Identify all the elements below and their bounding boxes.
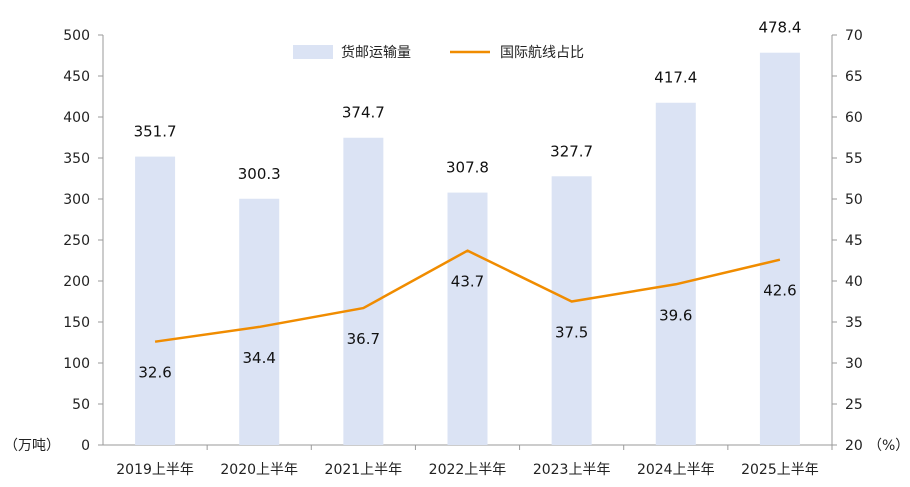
bar-value-label: 327.7 (550, 142, 593, 160)
right-tick-label: 20 (845, 438, 863, 454)
x-tick-label: 2023上半年 (533, 462, 611, 478)
legend-swatch-cargo (293, 45, 333, 59)
x-tick-label: 2021上半年 (325, 462, 403, 478)
line-value-label: 34.4 (243, 349, 276, 367)
left-tick-label: 250 (63, 233, 90, 249)
right-tick-label: 35 (845, 315, 863, 331)
bar-value-label: 374.7 (342, 104, 385, 122)
bar-value-label: 351.7 (134, 123, 177, 141)
right-tick-label: 40 (845, 274, 863, 290)
bar (655, 102, 696, 446)
right-tick-label: 60 (845, 110, 863, 126)
legend: 货邮运输量 国际航线占比 (293, 44, 584, 61)
line-value-label: 37.5 (555, 324, 588, 342)
bar-value-label: 307.8 (446, 159, 489, 177)
left-tick-label: 100 (63, 356, 90, 372)
line-value-label: 43.7 (451, 273, 484, 291)
right-tick-label: 30 (845, 356, 863, 372)
x-tick-label: 2019上半年 (116, 462, 194, 478)
bar-value-label: 478.4 (758, 19, 801, 37)
line-series (154, 249, 781, 343)
legend-label-intl: 国际航线占比 (500, 45, 584, 61)
right-tick-label: 65 (845, 69, 863, 85)
line-value-label: 32.6 (138, 364, 171, 382)
left-tick-label: 150 (63, 315, 90, 331)
right-tick-label: 45 (845, 233, 863, 249)
bar (447, 192, 488, 445)
left-tick-label: 500 (63, 28, 90, 44)
left-tick-label: 0 (81, 438, 90, 454)
left-tick-label: 400 (63, 110, 90, 126)
legend-label-cargo: 货邮运输量 (341, 44, 411, 61)
right-tick-label: 55 (845, 151, 863, 167)
bar (759, 52, 800, 445)
line-value-label: 36.7 (347, 330, 380, 348)
bar-value-label: 417.4 (654, 69, 697, 87)
data-labels: 351.7 300.3 374.7 307.8 327.7 417.4 478.4 32.6 3… (134, 19, 802, 382)
x-tick-label: 2022上半年 (429, 462, 507, 478)
right-tick-label: 70 (845, 28, 863, 44)
x-tick-label: 2020上半年 (220, 462, 298, 478)
axes: 0 50 100 150 200 250 300 350 400 450 500 20 25 30 35 40… (63, 28, 863, 478)
left-tick-label: 200 (63, 274, 90, 290)
left-tick-label: 300 (63, 192, 90, 208)
bars (135, 52, 800, 446)
bar-value-label: 300.3 (238, 165, 281, 183)
bar (343, 137, 384, 445)
line-value-label: 42.6 (763, 282, 796, 300)
left-tick-label: 50 (72, 397, 90, 413)
bar (239, 198, 280, 445)
left-axis-unit: （万吨） (4, 438, 60, 454)
left-tick-label: 450 (63, 69, 90, 85)
right-axis-unit: （%） (868, 438, 909, 454)
right-tick-label: 25 (845, 397, 863, 413)
line-path (154, 249, 781, 343)
bar (551, 176, 592, 445)
line-value-label: 39.6 (659, 306, 692, 324)
left-tick-label: 350 (63, 151, 90, 167)
x-tick-label: 2024上半年 (637, 462, 715, 478)
x-tick-label: 2025上半年 (741, 462, 819, 478)
bar (135, 156, 176, 445)
right-tick-label: 50 (845, 192, 863, 208)
